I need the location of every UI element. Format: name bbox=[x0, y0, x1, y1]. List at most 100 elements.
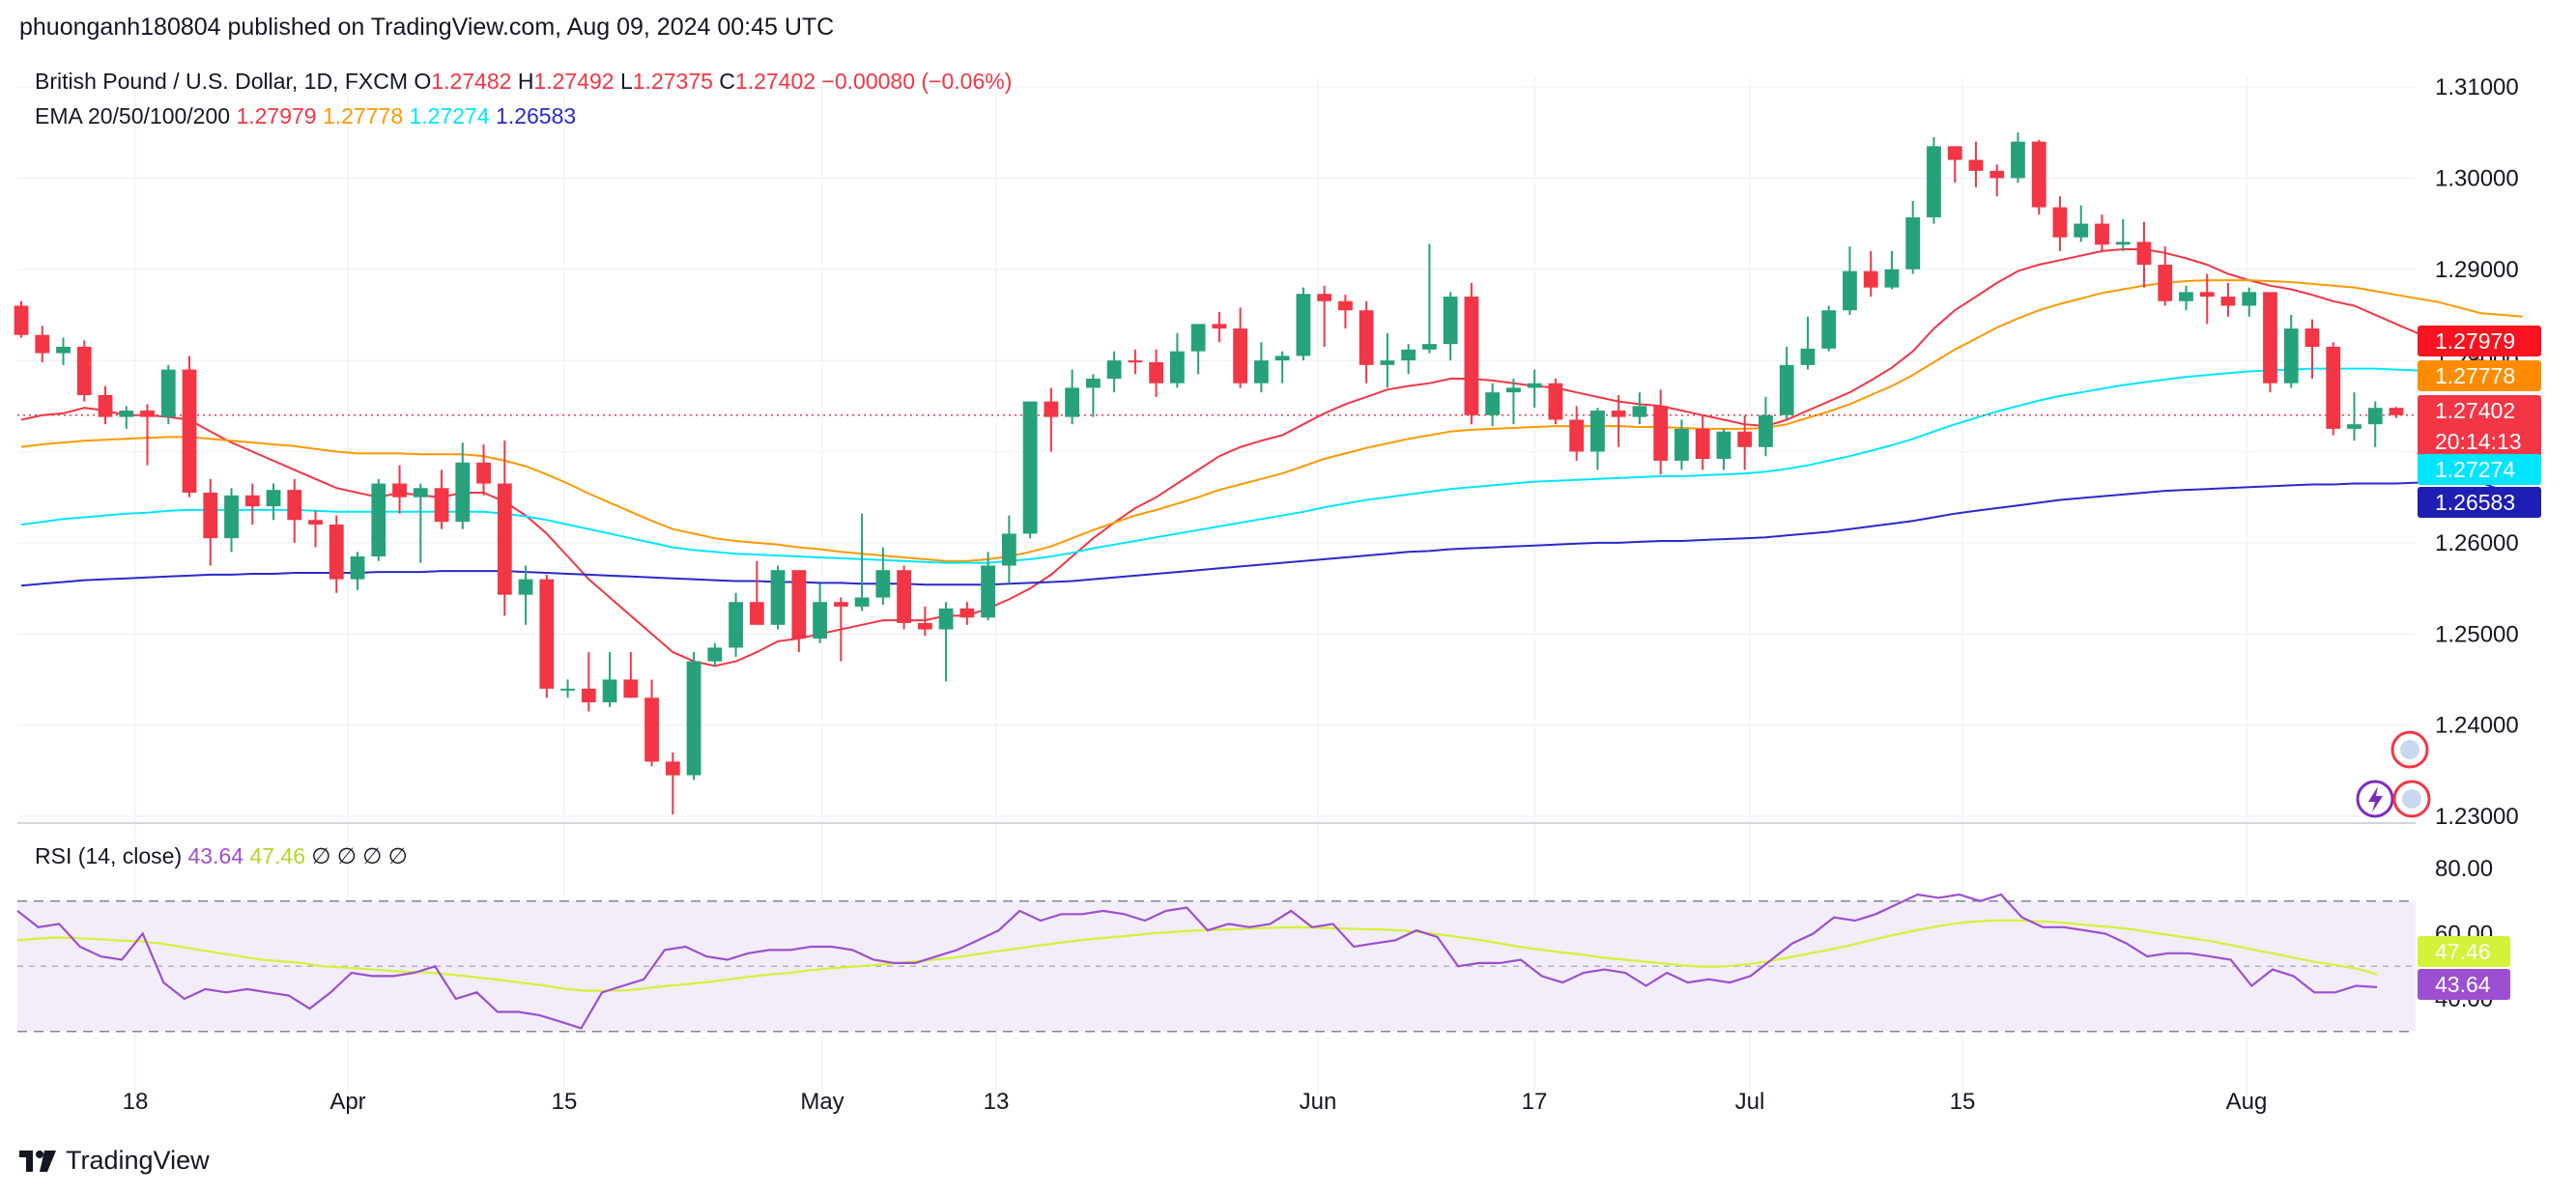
candle[interactable] bbox=[2283, 314, 2299, 388]
candle[interactable] bbox=[182, 355, 197, 498]
candle[interactable] bbox=[2115, 218, 2131, 251]
candle[interactable] bbox=[581, 652, 596, 712]
candle[interactable] bbox=[308, 510, 323, 548]
candle[interactable] bbox=[813, 583, 827, 643]
candle[interactable] bbox=[938, 602, 954, 682]
candle[interactable] bbox=[1401, 344, 1417, 375]
candle[interactable] bbox=[287, 478, 302, 543]
candle[interactable] bbox=[1485, 383, 1501, 427]
candle[interactable] bbox=[1190, 324, 1206, 375]
candle[interactable] bbox=[2367, 401, 2383, 447]
candle[interactable] bbox=[1296, 287, 1311, 361]
candle[interactable] bbox=[2136, 221, 2152, 288]
footer-brand[interactable]: TradingView bbox=[19, 1146, 210, 1176]
candle[interactable] bbox=[2074, 205, 2089, 242]
candle[interactable] bbox=[350, 552, 365, 590]
candle[interactable] bbox=[476, 443, 491, 496]
candle[interactable] bbox=[2326, 342, 2341, 436]
candle[interactable] bbox=[2011, 132, 2025, 184]
candle[interactable] bbox=[1884, 250, 1900, 290]
symbol-legend[interactable]: British Pound / U.S. Dollar, 1D, FXCM O1… bbox=[35, 69, 1012, 94]
candle[interactable] bbox=[1863, 250, 1878, 298]
candle[interactable] bbox=[644, 679, 659, 767]
candle[interactable] bbox=[623, 652, 639, 698]
candle[interactable] bbox=[1443, 292, 1458, 361]
candle[interactable] bbox=[875, 547, 891, 606]
candle[interactable] bbox=[1779, 346, 1794, 420]
candle[interactable] bbox=[539, 574, 555, 698]
candle[interactable] bbox=[665, 752, 680, 815]
candle[interactable] bbox=[1149, 349, 1164, 397]
candle[interactable] bbox=[1905, 200, 1921, 274]
candle[interactable] bbox=[1022, 401, 1038, 539]
candle[interactable] bbox=[2052, 196, 2068, 251]
candle[interactable] bbox=[729, 592, 743, 657]
candle[interactable] bbox=[917, 606, 932, 637]
candle[interactable] bbox=[2304, 319, 2320, 379]
candle[interactable] bbox=[434, 469, 449, 529]
candle[interactable] bbox=[707, 642, 723, 667]
candle[interactable] bbox=[1548, 379, 1563, 425]
candle[interactable] bbox=[2389, 407, 2404, 418]
candle[interactable] bbox=[749, 560, 764, 625]
candle[interactable] bbox=[203, 478, 218, 566]
candle[interactable] bbox=[140, 404, 155, 466]
candle[interactable] bbox=[518, 565, 533, 625]
candle[interactable] bbox=[1737, 414, 1753, 470]
candle[interactable] bbox=[1065, 369, 1080, 425]
candle[interactable] bbox=[2347, 392, 2361, 441]
candle[interactable] bbox=[560, 679, 575, 698]
candle[interactable] bbox=[1632, 392, 1647, 425]
candle[interactable] bbox=[119, 406, 134, 429]
candle[interactable] bbox=[76, 340, 92, 402]
candle[interactable] bbox=[1569, 406, 1585, 461]
candle[interactable] bbox=[897, 565, 911, 630]
candle[interactable] bbox=[160, 364, 176, 425]
candle[interactable] bbox=[1927, 136, 1941, 224]
candle[interactable] bbox=[770, 565, 786, 630]
candle[interactable] bbox=[1821, 305, 1837, 352]
candle[interactable] bbox=[224, 488, 239, 553]
candle[interactable] bbox=[1253, 342, 1269, 393]
candle[interactable] bbox=[35, 326, 50, 363]
candle[interactable] bbox=[1085, 374, 1101, 417]
candle[interactable] bbox=[1317, 285, 1332, 347]
candle[interactable] bbox=[2199, 273, 2215, 325]
candle[interactable] bbox=[1800, 316, 1816, 370]
candle[interactable] bbox=[14, 300, 29, 338]
candle[interactable] bbox=[2095, 214, 2109, 251]
candle[interactable] bbox=[1380, 332, 1395, 388]
candle[interactable] bbox=[98, 385, 113, 425]
candle[interactable] bbox=[1759, 396, 1773, 457]
candle[interactable] bbox=[1674, 419, 1689, 470]
candle[interactable] bbox=[602, 652, 617, 707]
candle[interactable] bbox=[455, 442, 471, 529]
candle[interactable] bbox=[1169, 332, 1185, 388]
candle[interactable] bbox=[1695, 414, 1710, 470]
candle[interactable] bbox=[981, 552, 995, 621]
candle[interactable] bbox=[497, 441, 512, 616]
candle[interactable] bbox=[1989, 164, 2005, 197]
candle[interactable] bbox=[2179, 285, 2193, 311]
candle[interactable] bbox=[2031, 139, 2046, 215]
candle[interactable] bbox=[1464, 282, 1479, 425]
candle[interactable] bbox=[1106, 351, 1122, 393]
candle[interactable] bbox=[1359, 300, 1374, 384]
event-flag-icon[interactable] bbox=[2392, 780, 2431, 818]
candle[interactable] bbox=[1337, 295, 1353, 329]
candle[interactable] bbox=[1590, 408, 1605, 470]
candle[interactable] bbox=[413, 483, 428, 563]
ema-legend[interactable]: EMA 20/50/100/200 1.27979 1.27778 1.2727… bbox=[35, 103, 576, 128]
candle[interactable] bbox=[1968, 141, 1984, 187]
candle[interactable] bbox=[1044, 387, 1059, 452]
candle[interactable] bbox=[1506, 379, 1521, 425]
candle[interactable] bbox=[1611, 394, 1626, 447]
candle[interactable] bbox=[244, 483, 260, 525]
candle[interactable] bbox=[1843, 246, 1857, 315]
candle[interactable] bbox=[2158, 246, 2173, 306]
candle[interactable] bbox=[1527, 369, 1542, 409]
candle[interactable] bbox=[2220, 282, 2236, 317]
candle[interactable] bbox=[2263, 292, 2277, 393]
rsi-legend[interactable]: RSI (14, close) 43.64 47.46 ∅ ∅ ∅ ∅ bbox=[35, 843, 408, 868]
